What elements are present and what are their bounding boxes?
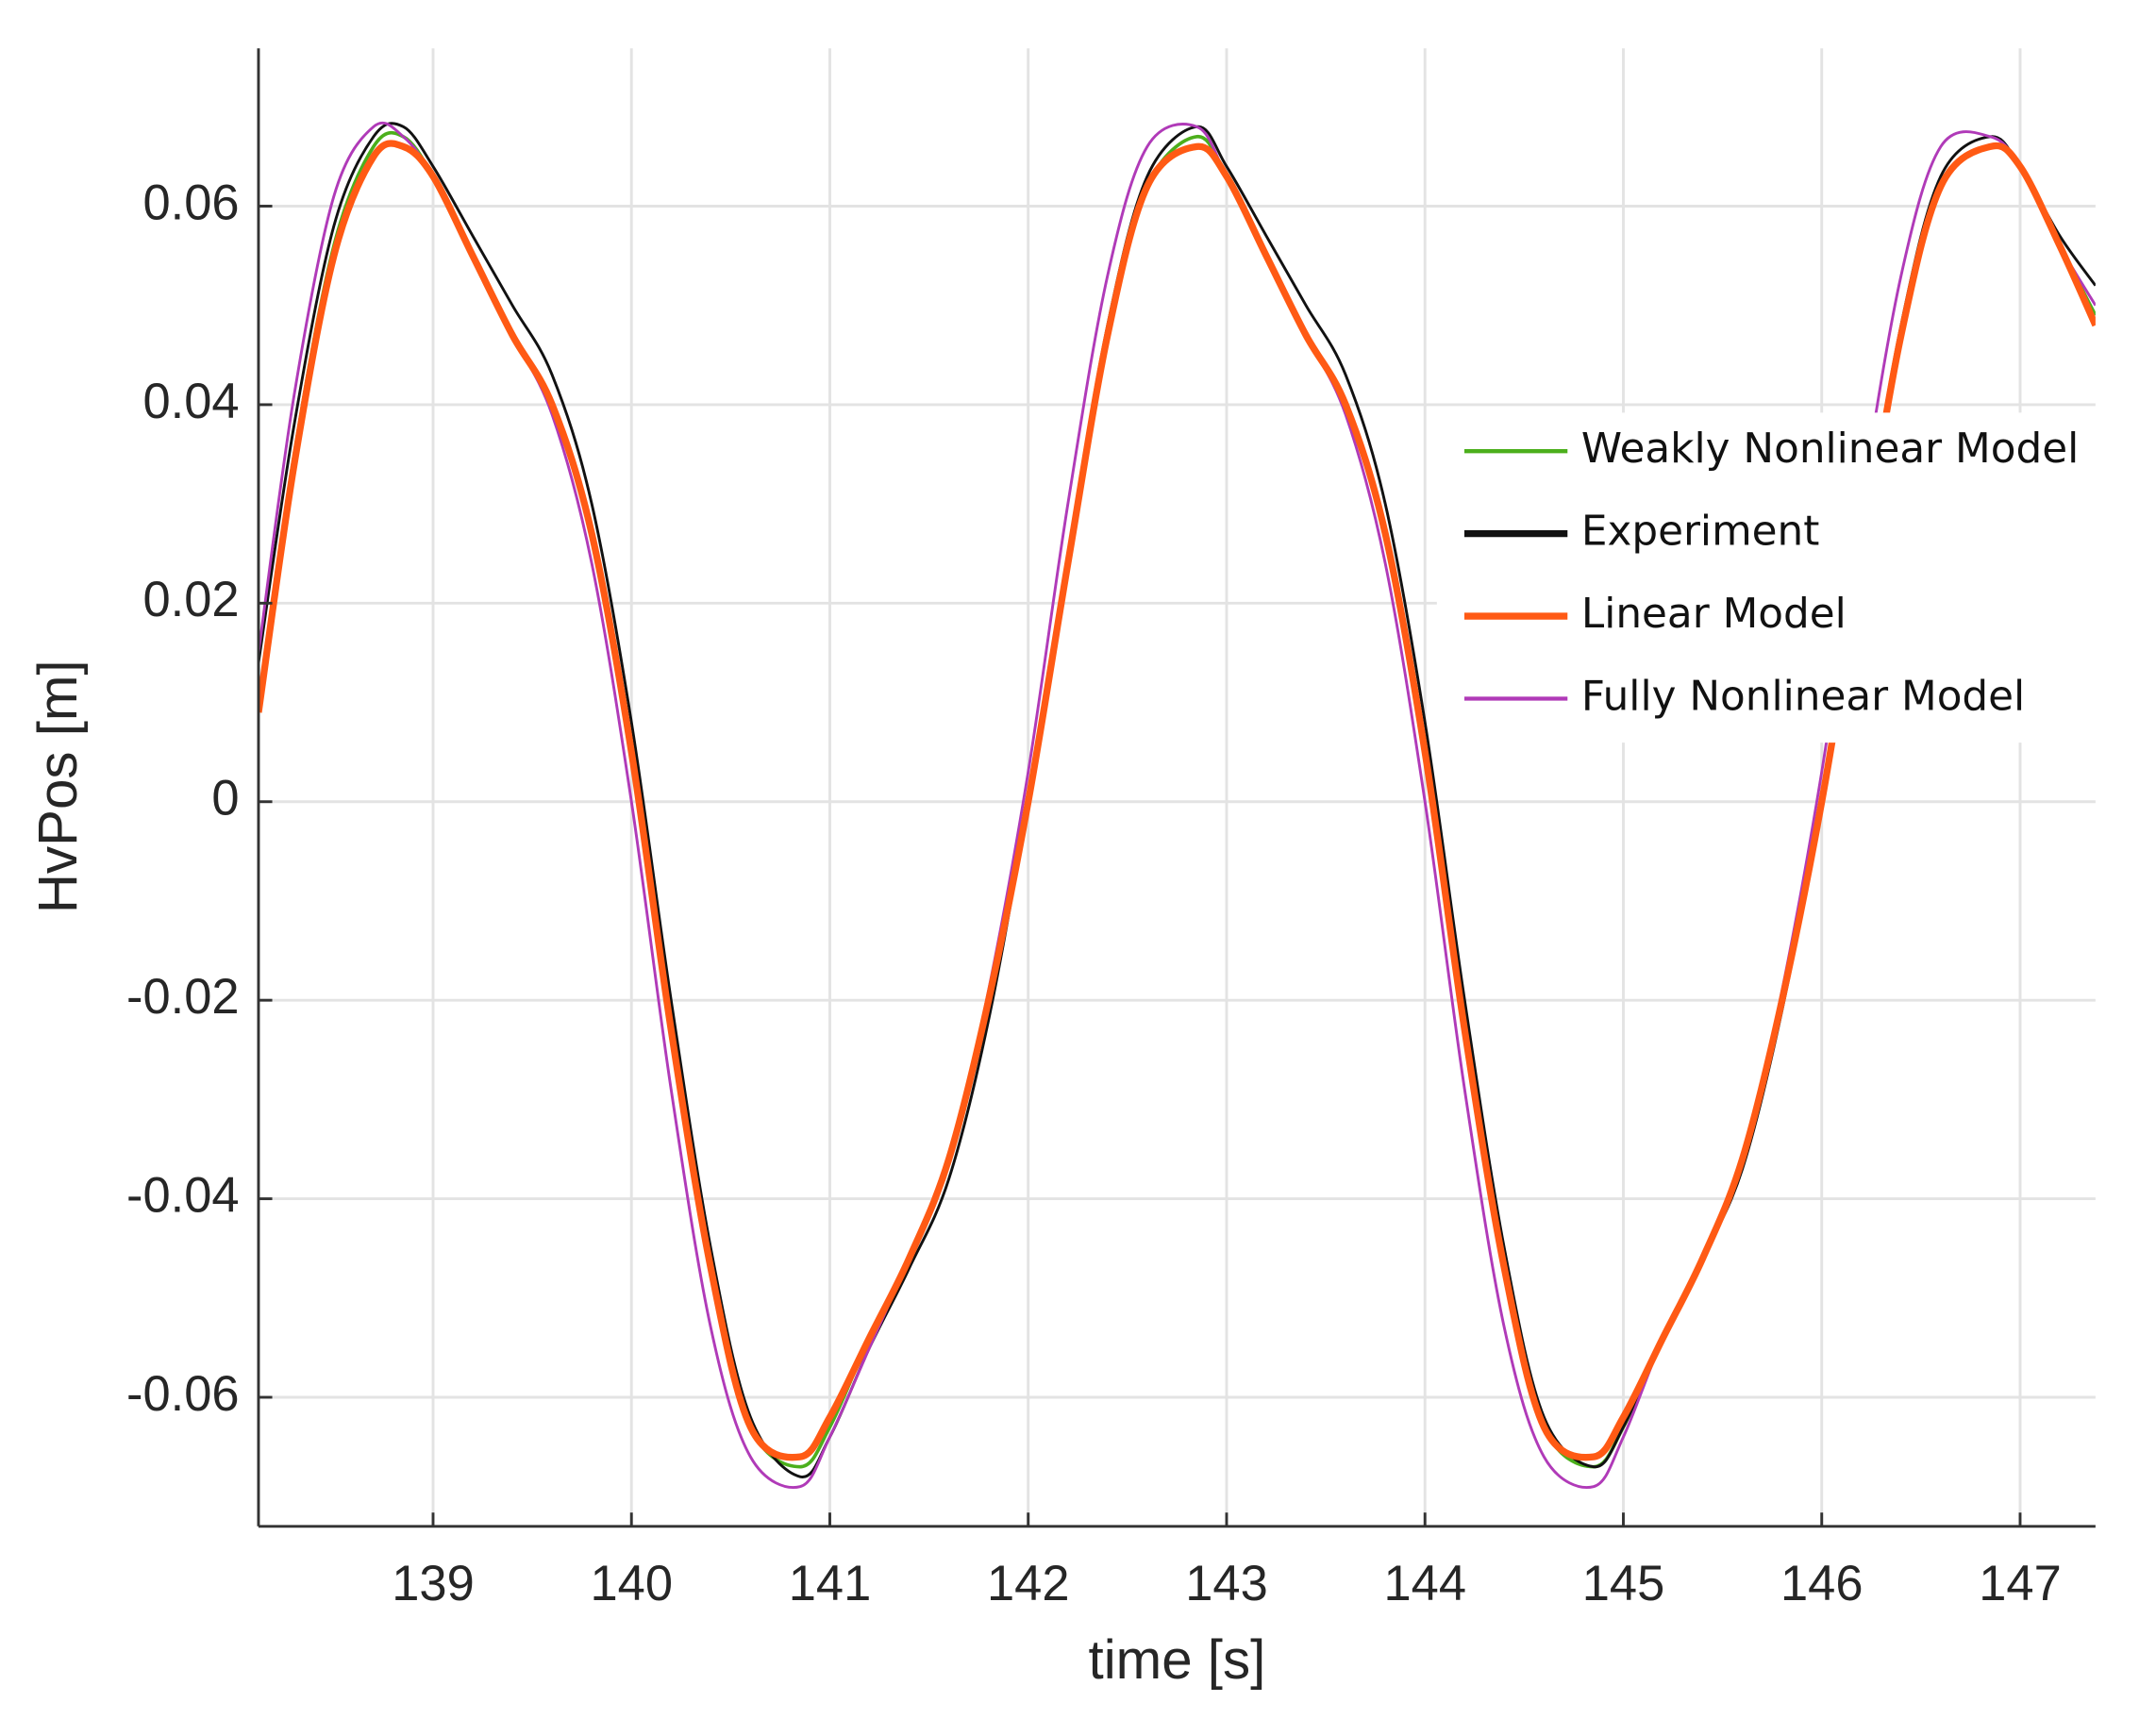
y-tick-label: -0.04 (126, 1168, 240, 1223)
legend: Weakly Nonlinear Model Experiment Linear M… (1436, 412, 2156, 743)
x-tick-label: 144 (1383, 1557, 1466, 1611)
legend-label: Experiment (1581, 508, 1820, 556)
x-axis-label: time [s] (1089, 1629, 1266, 1691)
series-line (258, 140, 2096, 1461)
y-tick-label: 0.06 (142, 175, 239, 230)
x-tick-label: 142 (987, 1557, 1070, 1611)
legend-box (1436, 412, 2156, 743)
x-tick-label: 146 (1780, 1557, 1864, 1611)
x-tick-label: 139 (392, 1557, 475, 1611)
axes: -0.06 -0.04 -0.02 0 0.02 0.04 0.06 139 140 141 142… (126, 48, 2096, 1611)
x-tick-label: 143 (1185, 1557, 1268, 1611)
y-tick-label: 0.02 (142, 573, 239, 627)
x-tick-label: 141 (789, 1557, 872, 1611)
x-tick-label: 147 (1979, 1557, 2062, 1611)
x-tick-label: 140 (590, 1557, 673, 1611)
legend-label: Weakly Nonlinear Model (1581, 425, 2079, 473)
x-tick-label: 145 (1582, 1557, 1665, 1611)
y-tick-label: 0.04 (142, 375, 239, 429)
legend-label: Fully Nonlinear Model (1581, 672, 2025, 720)
y-axis-label: HvPos [m] (27, 659, 89, 913)
plot-area (258, 121, 2096, 1489)
legend-label: Linear Model (1581, 590, 1847, 638)
y-tick-label: -0.06 (126, 1367, 240, 1422)
y-tick-label: 0 (211, 772, 239, 826)
y-tick-label: -0.02 (126, 970, 240, 1025)
